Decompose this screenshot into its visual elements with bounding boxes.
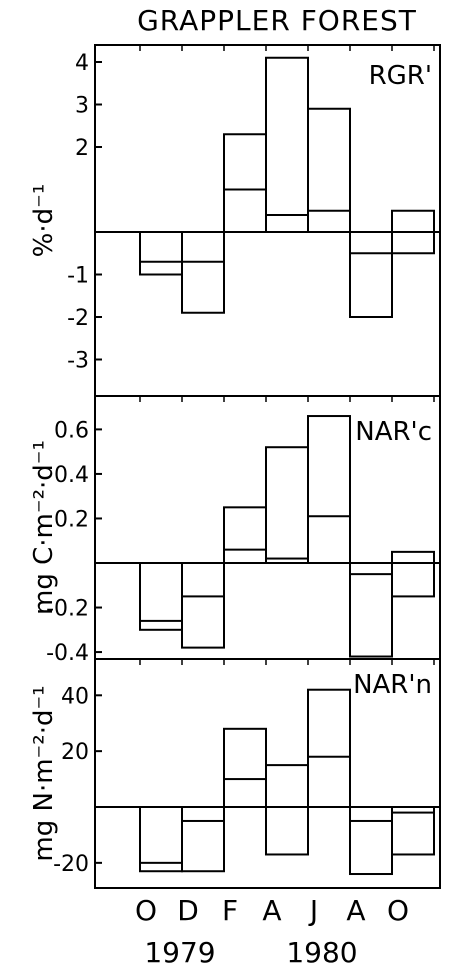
- bar-series2-O: [139, 562, 183, 622]
- bar-series1-D: [181, 562, 225, 649]
- year-label: 1979: [144, 936, 215, 968]
- bar-series2-F: [223, 778, 267, 809]
- bar-series2-D: [181, 806, 225, 822]
- y-tick-label: 0.4: [54, 463, 89, 488]
- panel-frame: [94, 658, 441, 889]
- bar-series2-O: [391, 562, 435, 598]
- y-tick-label: -0.2: [46, 597, 89, 622]
- bar-series2-J: [307, 515, 351, 564]
- bar-series1-O: [139, 562, 183, 631]
- y-axis-label: mg N·m⁻²·d⁻¹: [29, 685, 59, 861]
- bar-series1-O: [391, 806, 435, 856]
- y-tick-label: -20: [53, 852, 89, 877]
- bar-series1-O: [391, 209, 435, 233]
- bar-series2-O: [139, 231, 183, 263]
- x-tick-label: F: [222, 894, 238, 927]
- panels: -3 -2 -1 2 3 4 RGR' %·d⁻¹ -0.4 -0.2 0.2 0.4 0.6 NAR'c…: [29, 44, 441, 889]
- panel-label: RGR': [369, 61, 432, 91]
- bar-series1-F: [223, 133, 267, 233]
- x-tick-label: O: [135, 894, 157, 927]
- bar-series2-A: [349, 562, 393, 576]
- bar-series1-A: [349, 806, 393, 876]
- y-tick-label: 0.6: [54, 418, 89, 443]
- y-tick-label: 2: [75, 136, 89, 161]
- y-tick-label: -1: [67, 264, 89, 289]
- bar-series2-D: [181, 562, 225, 598]
- panel-3: -20 20 40 NAR'n mg N·m⁻²·d⁻¹: [29, 658, 441, 889]
- bar-series2-O: [391, 806, 435, 814]
- y-axis-label: %·d⁻¹: [29, 184, 59, 258]
- bar-series1-J: [307, 107, 351, 233]
- bar-series2-O: [391, 231, 435, 255]
- bar-series2-A: [265, 557, 309, 565]
- panel-label: NAR'c: [355, 417, 432, 447]
- panel-label: NAR'n: [353, 670, 432, 700]
- x-tick-label: A: [346, 894, 365, 927]
- y-tick-label: -3: [67, 349, 89, 374]
- bar-series1-F: [223, 727, 267, 809]
- bar-series2-A: [265, 214, 309, 233]
- y-tick-label: -0.4: [46, 641, 89, 666]
- bar-series1-A: [349, 562, 393, 658]
- bar-series1-J: [307, 688, 351, 808]
- panel-frame: [94, 44, 441, 397]
- bar-series1-D: [181, 806, 225, 873]
- bar-series2-A: [349, 806, 393, 822]
- bar-series1-A: [349, 231, 393, 318]
- bar-series2-J: [307, 209, 351, 233]
- y-axis-label: mg C·m⁻²·d⁻¹: [29, 440, 59, 615]
- bar-series2-J: [307, 755, 351, 808]
- bar-series1-A: [265, 446, 309, 565]
- bar-series1-O: [391, 550, 435, 564]
- bar-series2-O: [139, 806, 183, 864]
- y-tick-label: -2: [67, 306, 89, 331]
- year-label: 1980: [286, 936, 357, 968]
- x-tick-label: A: [262, 894, 281, 927]
- x-tick-label: D: [177, 894, 199, 927]
- x-tick-label: J: [308, 894, 318, 927]
- y-tick-label: 40: [61, 684, 89, 709]
- bar-series1-A: [265, 56, 309, 233]
- x-tick-label: O: [387, 894, 409, 927]
- panel-1: -3 -2 -1 2 3 4 RGR' %·d⁻¹: [29, 44, 441, 397]
- y-tick-label: 20: [61, 740, 89, 765]
- bar-series2-A: [265, 806, 309, 856]
- bar-series2-F: [223, 188, 267, 233]
- bar-series2-A: [349, 231, 393, 255]
- y-tick-label: 3: [75, 94, 89, 119]
- figure-title: GRAPPLER FOREST: [137, 4, 417, 37]
- bar-series1-O: [139, 806, 183, 873]
- bar-series1-D: [181, 231, 225, 314]
- y-tick-label: 4: [75, 51, 89, 76]
- bar-series2-D: [181, 231, 225, 263]
- panel-2: -0.4 -0.2 0.2 0.4 0.6 NAR'c mg C·m⁻²·d⁻¹: [29, 395, 441, 666]
- bar-series1-O: [139, 231, 183, 276]
- bar-series1-F: [223, 506, 267, 565]
- y-tick-label: 0.2: [54, 507, 89, 532]
- bar-series2-F: [223, 548, 267, 565]
- bar-series1-A: [265, 764, 309, 809]
- bar-series1-J: [307, 415, 351, 565]
